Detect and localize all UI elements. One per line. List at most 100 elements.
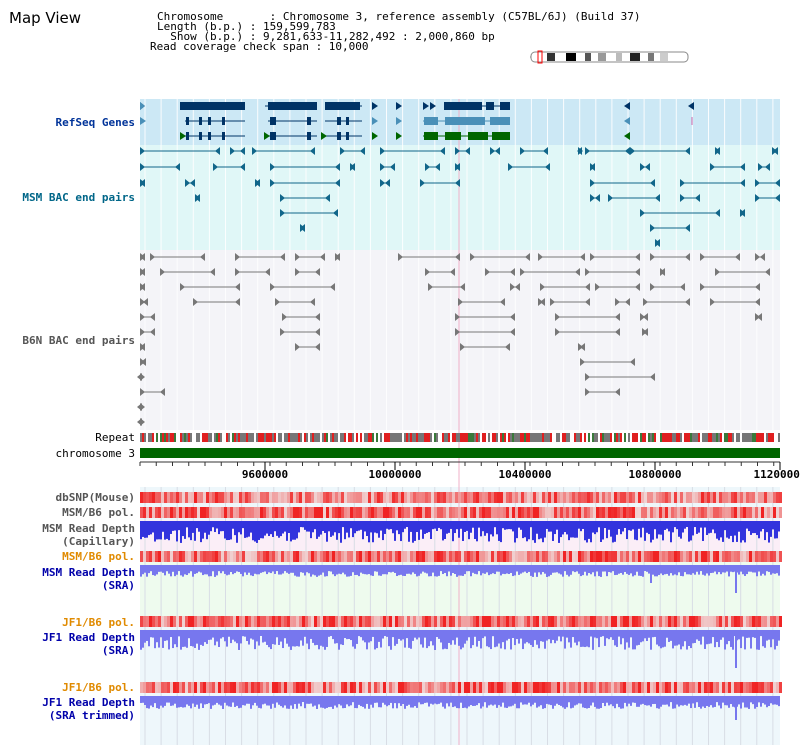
msm-b6-pol-strip: [224, 507, 227, 518]
jf1-trimmed-depth-bar: [242, 696, 244, 706]
msm-sra-depth-bar: [558, 565, 560, 574]
repeat-segment: [246, 433, 248, 442]
track-label-jf1-b6-pol-1[interactable]: JF1/B6 pol.: [62, 616, 135, 629]
track-label-refseq[interactable]: RefSeq Genes: [55, 116, 135, 129]
track-label-msm-b6-pol-2[interactable]: MSM/B6 pol.: [62, 550, 135, 563]
jf1-b6-pol-strip: [584, 616, 587, 627]
msm-b6-pol-strip: [515, 507, 518, 518]
repeat-segment: [528, 433, 530, 442]
track-label-msm-b6-pol-1[interactable]: MSM/B6 pol.: [62, 506, 135, 519]
capillary-depth-bar: [236, 521, 238, 543]
jf1-sra-depth-bar: [258, 630, 260, 646]
jf1-b6-pol-strip: [464, 616, 467, 627]
repeat-segment: [320, 433, 322, 442]
jf1-trimmed-depth-bar: [724, 696, 726, 706]
jf1-sra-depth-bar: [714, 630, 716, 648]
msm-b6-pol-strip: [671, 507, 674, 518]
jf1-trimmed-depth-bar: [180, 696, 182, 707]
track-label-jf1-depth-trimmed[interactable]: JF1 Read Depth: [42, 696, 135, 709]
jf1-trimmed-depth-bar: [532, 696, 534, 705]
msm-sra-depth-bar: [496, 565, 498, 572]
msm-b6-pol-strip: [473, 551, 476, 562]
jf1-b6-pol-strip: [671, 616, 674, 627]
capillary-depth-bar: [384, 521, 386, 534]
track-label-b6n-bac[interactable]: B6N BAC end pairs: [22, 334, 135, 347]
msm-b6-pol-strip: [260, 551, 263, 562]
capillary-depth-bar: [148, 521, 150, 536]
jf1-sra-depth-bar: [296, 630, 298, 647]
dbsnp-strip: [479, 492, 482, 503]
msm-b6-pol-strip: [239, 551, 242, 562]
jf1-sra-depth-bar: [310, 630, 312, 639]
track-label-dbsnp[interactable]: dbSNP(Mouse): [55, 491, 135, 504]
repeat-segment: [682, 433, 684, 442]
dbsnp-strip: [248, 492, 251, 503]
msm-b6-pol-strip: [200, 551, 203, 562]
capillary-depth-bar: [626, 521, 628, 540]
capillary-depth-bar: [268, 521, 270, 537]
repeat-segment: [566, 433, 568, 442]
page-title: Map View: [9, 9, 82, 27]
jf1-b6-pol-strip: [209, 616, 212, 627]
jf1-sra-depth-bar: [480, 630, 482, 649]
msm-b6-pol-strip: [665, 507, 668, 518]
dbsnp-strip: [707, 492, 710, 503]
jf1-trimmed-depth-bar: [238, 696, 240, 709]
jf1-trimmed-depth-bar: [456, 696, 458, 709]
repeat-segment: [738, 433, 740, 442]
dbsnp-strip: [653, 492, 656, 503]
jf1-b6-pol-strip: [452, 616, 455, 627]
jf1-b6-pol-strip: [740, 682, 743, 693]
msm-sra-depth-bar: [494, 565, 496, 575]
dbsnp-strip: [737, 492, 740, 503]
jf1-sra-depth-bar: [324, 630, 326, 650]
bac-end-marker: [680, 283, 685, 291]
jf1-b6-pol-strip: [329, 682, 332, 693]
jf1-sra-depth-bar: [694, 630, 696, 643]
jf1-trimmed-depth-bar: [666, 696, 668, 705]
msm-b6-pol-strip: [272, 507, 275, 518]
msm-b6-pol-strip: [620, 551, 623, 562]
dbsnp-strip: [143, 492, 146, 503]
bac-end-marker: [380, 163, 385, 171]
jf1-b6-pol-strip: [275, 682, 278, 693]
repeat-segment: [212, 433, 214, 442]
track-label-repeat[interactable]: Repeat: [95, 431, 135, 444]
msm-sra-depth-bar: [564, 565, 566, 572]
msm-b6-pol-strip: [635, 551, 638, 562]
repeat-segment: [338, 433, 340, 442]
capillary-depth-bar: [504, 521, 506, 530]
jf1-b6-pol-strip: [272, 616, 275, 627]
jf1-trimmed-depth-bar: [186, 696, 188, 705]
track-label-jf1-depth-sra[interactable]: JF1 Read Depth: [42, 631, 135, 644]
msm-b6-pol-strip: [143, 551, 146, 562]
capillary-depth-bar: [284, 521, 286, 532]
repeat-segment: [374, 433, 376, 442]
dbsnp-strip: [290, 492, 293, 503]
track-label-jf1-b6-pol-2[interactable]: JF1/B6 pol.: [62, 681, 135, 694]
track-label-chromosome[interactable]: chromosome 3: [55, 447, 135, 460]
msm-sra-depth-bar: [600, 565, 602, 577]
repeat-segment: [328, 433, 330, 442]
track-label-msm-depth-capillary[interactable]: MSM Read Depth: [42, 522, 135, 535]
dbsnp-strip: [197, 492, 200, 503]
jf1-b6-pol-strip: [338, 682, 341, 693]
msm-b6-pol-strip: [296, 507, 299, 518]
jf1-b6-pol-strip: [176, 616, 179, 627]
dbsnp-strip: [272, 492, 275, 503]
bac-end-marker: [510, 313, 515, 321]
jf1-sra-depth-bar: [308, 630, 310, 650]
capillary-depth-bar: [462, 521, 464, 541]
track-label-msm-bac[interactable]: MSM BAC end pairs: [22, 191, 135, 204]
msm-sra-depth-bar: [518, 565, 520, 575]
capillary-depth-bar: [354, 521, 356, 534]
capillary-depth-bar: [574, 521, 576, 538]
msm-b6-pol-strip: [302, 507, 305, 518]
repeat-segment: [760, 433, 762, 442]
jf1-b6-pol-strip: [554, 616, 557, 627]
jf1-sra-depth-bar: [738, 630, 740, 640]
repeat-segment: [188, 433, 190, 442]
track-label-msm-depth-sra[interactable]: MSM Read Depth: [42, 566, 135, 579]
msm-b6-pol-strip: [581, 507, 584, 518]
